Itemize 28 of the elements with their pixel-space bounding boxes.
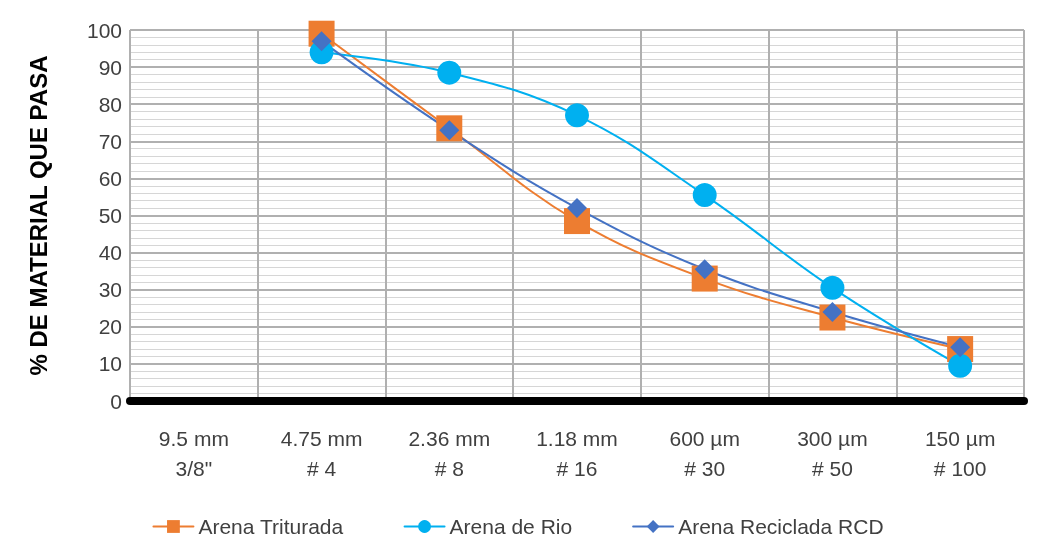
y-axis-title: % DE MATERIAL QUE PASA [24, 55, 52, 376]
x-tick-label: 300 µm # 50 [797, 426, 868, 480]
y-tick-label: 60 [98, 166, 122, 190]
point [565, 103, 589, 128]
legend-label: Arena Reciclada RCD [678, 515, 884, 538]
y-tick-label: 0 [110, 389, 122, 413]
x-tick-label: 600 µm # 30 [669, 426, 740, 480]
y-tick-label: 10 [98, 352, 122, 376]
y-tick-label: 80 [98, 92, 122, 116]
legend-label: Arena Triturada [198, 515, 344, 538]
legend-label: Arena de Rio [449, 515, 573, 538]
y-tick-label: 20 [98, 315, 122, 339]
point [948, 353, 973, 378]
point [567, 198, 587, 219]
x-tick-label: 1.18 mm # 16 [536, 426, 618, 480]
y-tick-label: 100 [86, 18, 122, 42]
x-tick-label: 4.75 mm # 4 [280, 426, 363, 480]
y-tick-label: 40 [98, 241, 122, 265]
x-tick-label: 150 µm # 100 [924, 426, 996, 480]
point [820, 275, 845, 300]
y-tick-label: 30 [98, 278, 122, 302]
y-tick-label: 70 [98, 129, 122, 153]
y-tick-label: 90 [98, 55, 122, 79]
point [437, 60, 462, 85]
point [692, 183, 717, 208]
x-tick-label: 9.5 mm 3/8" [158, 426, 229, 480]
y-tick-label: 50 [98, 204, 122, 227]
x-tick-label: 2.36 mm # 8 [408, 426, 491, 480]
